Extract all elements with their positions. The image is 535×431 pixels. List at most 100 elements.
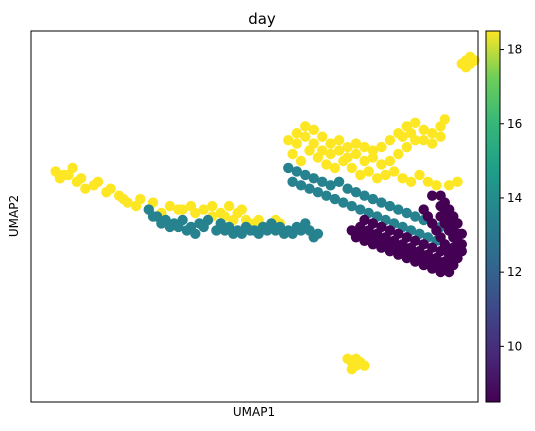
- scatter-point: [181, 225, 192, 236]
- scatter-point: [355, 169, 366, 181]
- scatter-point: [105, 183, 116, 194]
- scatter-point: [329, 193, 341, 205]
- scatter-point: [405, 176, 417, 187]
- scatter-point: [465, 58, 476, 69]
- scatter-point: [350, 187, 362, 198]
- scatter-point: [376, 221, 387, 233]
- scatter-point: [410, 235, 421, 246]
- scatter-point: [418, 204, 429, 215]
- scatter-point: [367, 239, 379, 250]
- scatter-point: [329, 162, 341, 174]
- scatter-point: [253, 228, 264, 239]
- scatter-point: [431, 180, 442, 191]
- scatter-point: [384, 135, 396, 146]
- scatter-point: [367, 152, 379, 163]
- scatter-point: [198, 204, 209, 215]
- scatter-point: [393, 204, 404, 215]
- scatter-point: [359, 190, 370, 201]
- scatter-point: [418, 239, 429, 250]
- scatter-point: [245, 225, 256, 236]
- scatter-point: [359, 155, 370, 167]
- scatter-point: [376, 159, 387, 170]
- scatter-point: [435, 266, 446, 278]
- scatter-point: [295, 155, 307, 167]
- scatter-point: [278, 228, 290, 239]
- scatter-point: [452, 176, 463, 187]
- scatter-point: [295, 225, 307, 236]
- scatter-point: [228, 228, 239, 239]
- scatter-point: [325, 148, 336, 160]
- scatter-point: [287, 228, 298, 239]
- scatter-point: [359, 235, 370, 246]
- y-axis-label: UMAP2: [7, 195, 21, 237]
- chart-title: day: [248, 10, 276, 28]
- scatter-point: [346, 200, 357, 212]
- scatter-point: [75, 173, 87, 184]
- scatter-point: [393, 148, 404, 160]
- plot-frame: [30, 30, 479, 403]
- scatter-point: [223, 200, 235, 212]
- scatter-point: [359, 360, 370, 371]
- scatter-point: [384, 200, 396, 212]
- scatter-point: [300, 131, 311, 142]
- scatter-point: [397, 173, 408, 184]
- colorbar-tick-label: 12: [507, 265, 522, 279]
- scatter-point: [177, 204, 188, 215]
- scatter-points: [50, 51, 480, 375]
- scatter-point: [350, 138, 362, 149]
- scatter-point: [317, 131, 328, 142]
- scatter-point: [219, 225, 231, 236]
- colorbar-tick-label: 10: [507, 339, 522, 353]
- scatter-point: [190, 207, 201, 219]
- scatter-point: [300, 121, 311, 132]
- scatter-point: [346, 162, 357, 174]
- scatter-point: [135, 193, 146, 205]
- scatter-point: [384, 246, 396, 257]
- scatter-point: [173, 221, 184, 233]
- scatter-point: [393, 228, 404, 239]
- scatter-point: [376, 197, 387, 208]
- scatter-point: [435, 131, 446, 142]
- scatter-point: [418, 124, 429, 135]
- scatter-point: [350, 232, 362, 243]
- scatter-point: [388, 166, 400, 177]
- scatter-point: [338, 197, 349, 208]
- scatter-point: [435, 190, 446, 201]
- scatter-point: [376, 242, 387, 253]
- scatter-point: [393, 249, 404, 260]
- scatter-point: [372, 173, 383, 184]
- scatter-point: [232, 207, 243, 219]
- scatter-point: [401, 252, 412, 264]
- scatter-point: [342, 152, 353, 163]
- scatter-point: [92, 176, 104, 187]
- scatter-point: [333, 135, 345, 146]
- scatter-point: [363, 166, 374, 177]
- scatter-point: [156, 218, 167, 229]
- scatter-point: [456, 228, 467, 239]
- scatter-point: [397, 131, 408, 142]
- scatter-point: [54, 173, 66, 184]
- scatter-point: [418, 135, 429, 146]
- scatter-point: [295, 180, 307, 191]
- scatter-point: [333, 176, 345, 187]
- scatter-point: [308, 124, 319, 135]
- scatter-point: [287, 176, 298, 187]
- colorbar-tick-label: 18: [507, 43, 522, 57]
- scatter-point: [355, 204, 366, 215]
- colorbar: [485, 30, 501, 403]
- scatter-point: [190, 228, 201, 239]
- scatter-point: [359, 141, 370, 153]
- scatter-point: [443, 180, 455, 191]
- scatter-point: [414, 169, 425, 181]
- scatter-point: [321, 190, 332, 201]
- scatter-point: [380, 169, 391, 181]
- scatter-point: [236, 228, 247, 239]
- scatter-point: [118, 193, 129, 205]
- scatter-point: [67, 162, 78, 174]
- scatter-point: [287, 148, 298, 160]
- scatter-point: [198, 221, 209, 233]
- scatter-point: [439, 114, 450, 125]
- scatter-point: [283, 135, 294, 146]
- colorbar-tick-label: 14: [507, 191, 522, 205]
